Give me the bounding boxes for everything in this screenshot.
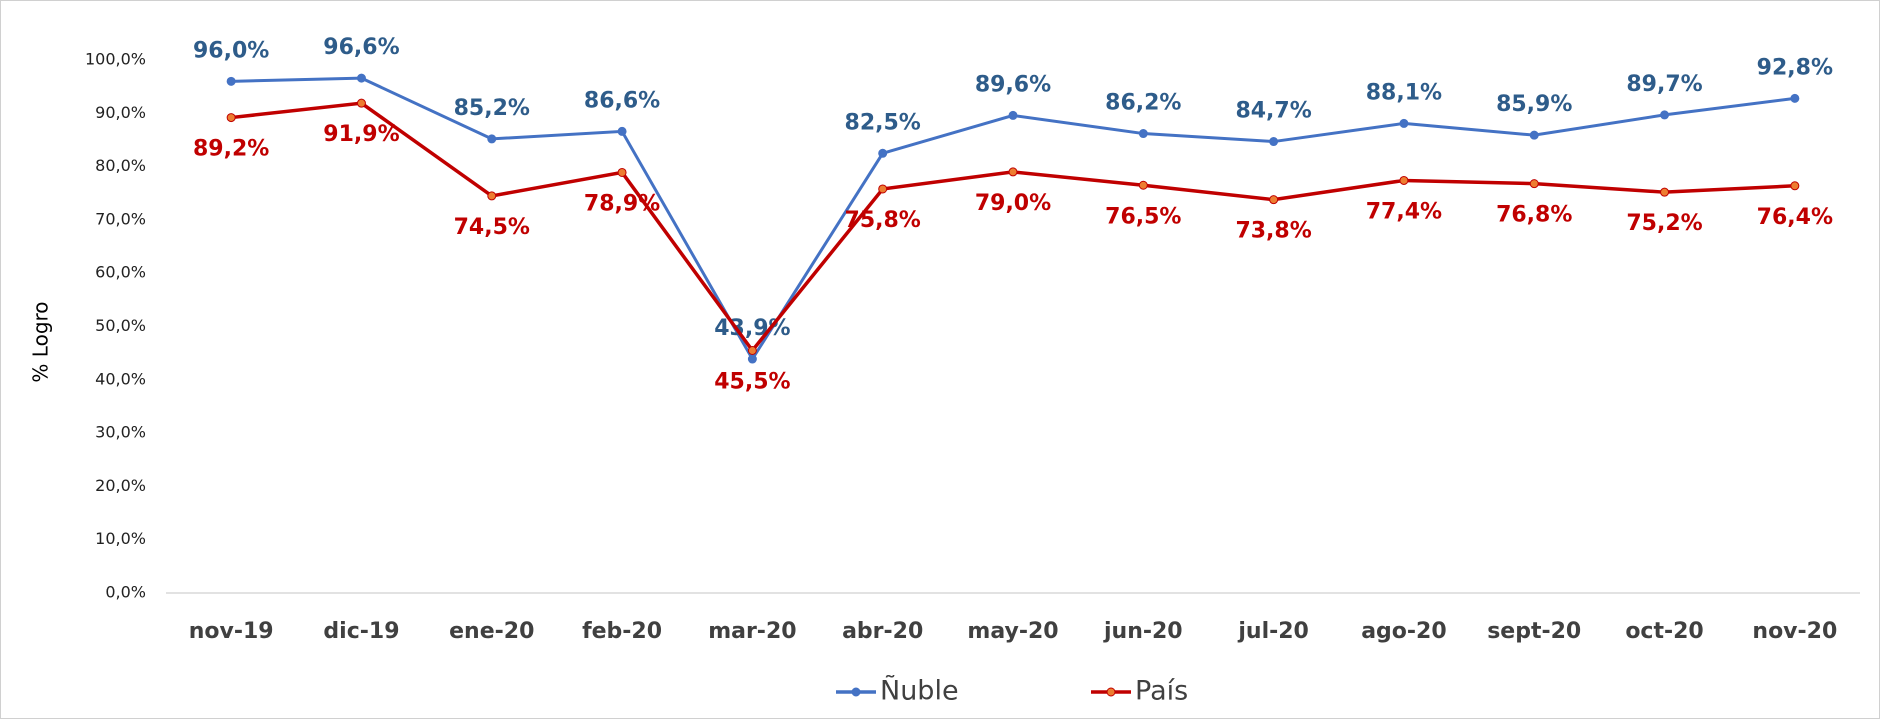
marker	[1269, 195, 1279, 205]
marker	[1399, 175, 1409, 185]
x-tick-label: may-20	[967, 619, 1058, 644]
x-tick-label: nov-20	[1752, 619, 1837, 644]
x-tick-label: ene-20	[449, 619, 534, 644]
data-label: 86,6%	[584, 88, 660, 113]
y-tick-label: 80,0%	[95, 156, 146, 175]
marker	[878, 148, 888, 158]
marker	[1269, 137, 1279, 147]
x-tick-label: ago-20	[1361, 619, 1446, 644]
x-tick-label: nov-19	[189, 619, 274, 644]
legend-label: Ñuble	[880, 675, 959, 707]
data-label: 96,0%	[193, 38, 269, 63]
marker	[1138, 129, 1148, 139]
y-axis-label: % Logro	[29, 301, 53, 382]
data-label: 85,2%	[454, 96, 530, 121]
marker	[1660, 187, 1670, 197]
y-tick-label: 30,0%	[95, 423, 146, 442]
marker	[617, 167, 627, 177]
y-tick-label: 90,0%	[95, 103, 146, 122]
data-label: 82,5%	[845, 110, 921, 135]
data-label: 76,8%	[1496, 203, 1572, 228]
data-label: 91,9%	[323, 122, 399, 147]
y-tick-label: 0,0%	[105, 583, 146, 602]
legend-marker	[851, 687, 861, 697]
x-tick-label: feb-20	[582, 619, 662, 644]
data-label: 88,1%	[1366, 80, 1442, 105]
data-label: 45,5%	[714, 369, 790, 394]
data-label: 89,7%	[1626, 72, 1702, 97]
data-label: 96,6%	[323, 35, 399, 60]
marker	[747, 345, 757, 355]
y-tick-label: 20,0%	[95, 476, 146, 495]
legend-marker	[1106, 687, 1116, 697]
marker	[747, 354, 757, 364]
x-tick-label: dic-19	[323, 619, 399, 644]
marker	[226, 76, 236, 86]
x-tick-label: mar-20	[708, 619, 796, 644]
marker	[1529, 130, 1539, 140]
x-tick-label: jun-20	[1103, 619, 1183, 644]
marker	[617, 126, 627, 136]
data-label: 73,8%	[1235, 219, 1311, 244]
marker	[1008, 167, 1018, 177]
y-tick-label: 60,0%	[95, 263, 146, 282]
y-tick-label: 10,0%	[95, 529, 146, 548]
y-tick-label: 50,0%	[95, 316, 146, 335]
marker	[356, 73, 366, 83]
data-label: 77,4%	[1366, 199, 1442, 224]
data-label: 78,9%	[584, 191, 660, 216]
data-label: 84,7%	[1235, 99, 1311, 124]
data-label: 79,0%	[975, 191, 1051, 216]
y-tick-label: 100,0%	[85, 50, 146, 69]
data-label: 85,9%	[1496, 92, 1572, 117]
data-label: 89,2%	[193, 137, 269, 162]
data-label: 92,8%	[1757, 55, 1833, 80]
marker	[1790, 181, 1800, 191]
marker	[1399, 118, 1409, 128]
data-label: 75,8%	[845, 208, 921, 233]
data-label: 76,5%	[1105, 204, 1181, 229]
marker	[487, 134, 497, 144]
marker	[1529, 179, 1539, 189]
marker	[1790, 93, 1800, 103]
data-label: 76,4%	[1757, 205, 1833, 230]
data-label: 89,6%	[975, 72, 1051, 97]
data-label: 75,2%	[1626, 211, 1702, 236]
marker	[1138, 180, 1148, 190]
marker	[1008, 110, 1018, 120]
marker	[1660, 110, 1670, 120]
marker	[356, 98, 366, 108]
data-label: 86,2%	[1105, 91, 1181, 116]
data-label: 74,5%	[454, 215, 530, 240]
x-tick-label: jul-20	[1237, 619, 1309, 644]
y-tick-label: 70,0%	[95, 209, 146, 228]
marker	[487, 191, 497, 201]
marker	[226, 113, 236, 123]
legend-label: País	[1135, 676, 1188, 707]
x-tick-label: sept-20	[1487, 619, 1581, 644]
y-tick-label: 40,0%	[95, 369, 146, 388]
x-tick-label: oct-20	[1625, 619, 1703, 644]
x-tick-label: abr-20	[842, 619, 923, 644]
marker	[878, 184, 888, 194]
